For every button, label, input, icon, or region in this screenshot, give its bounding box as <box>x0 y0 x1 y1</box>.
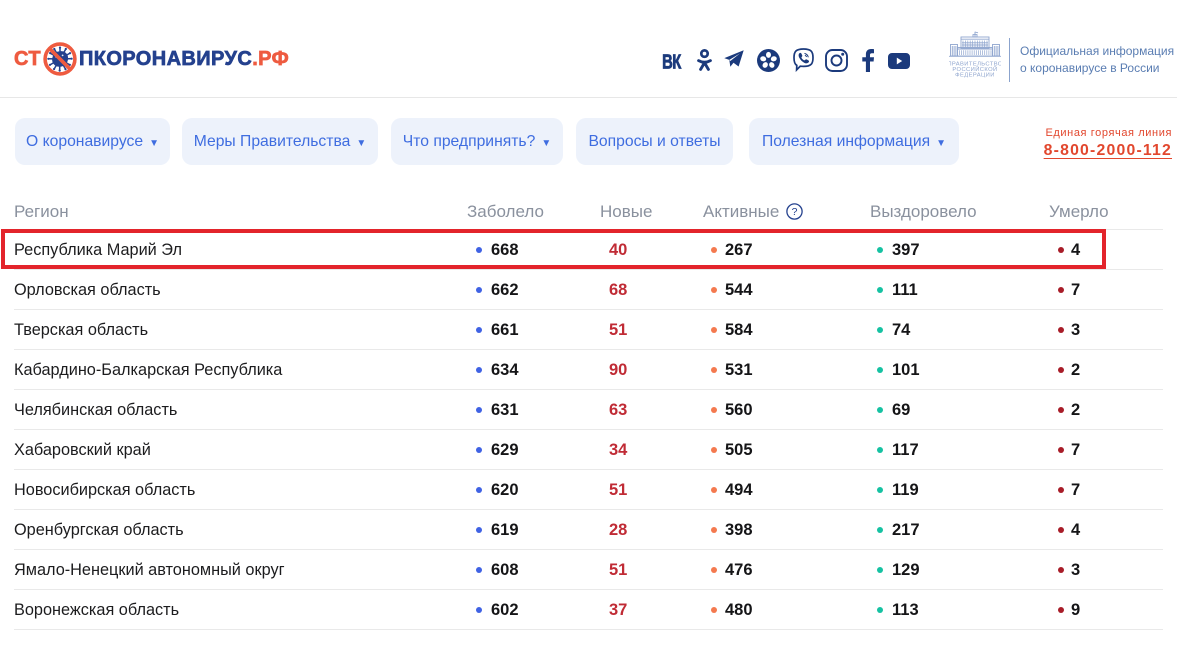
svg-text:РОССИЙСКОЙ: РОССИЙСКОЙ <box>952 65 997 73</box>
svg-text:?: ? <box>792 206 798 218</box>
svg-text:ФЕДЕРАЦИИ: ФЕДЕРАЦИИ <box>955 73 995 79</box>
svg-text:ВК: ВК <box>662 51 681 71</box>
svg-text:ПРАВИТЕЛЬСТВО: ПРАВИТЕЛЬСТВО <box>949 62 1001 68</box>
